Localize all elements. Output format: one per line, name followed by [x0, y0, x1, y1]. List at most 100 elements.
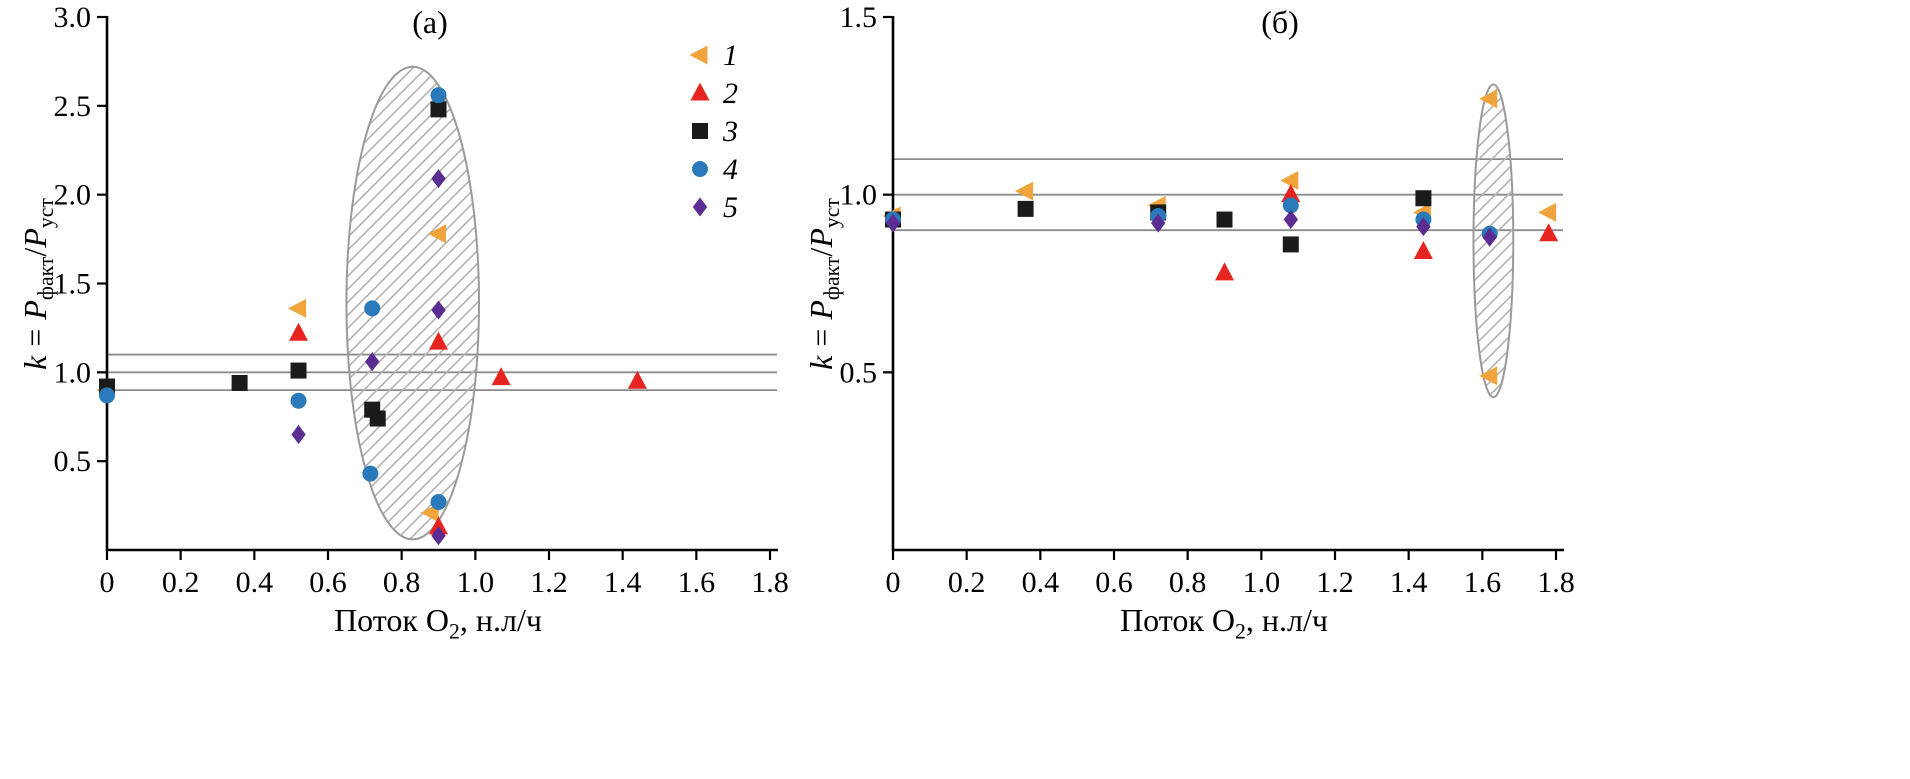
data-point-circle	[362, 465, 379, 482]
x-tick-label: 0.8	[1169, 566, 1207, 599]
panel-a: 0 0.2 0.4 0.6 0.8 1.0 1.2 1.4 1.6 1.8 0.5 1.0 1.5 2.0…	[54, 1, 789, 599]
xaxis-label-text: Поток O	[334, 602, 449, 638]
data-point-square	[1216, 211, 1233, 228]
xaxis-label-subscript: 2	[1234, 619, 1246, 644]
data-point-square	[369, 410, 386, 427]
data-point-diamond	[1416, 217, 1431, 237]
data-point-square	[1282, 236, 1299, 253]
data-point-triangle-up	[491, 367, 511, 386]
data-point-circle	[99, 387, 115, 404]
x-tick-label: 0.6	[1095, 566, 1133, 599]
ylabel-P-fact: P	[802, 300, 839, 320]
data-point-triangle-left	[1479, 366, 1498, 386]
ylabel-P-ust: P	[802, 228, 839, 248]
xaxis-label-units: , н.л/ч	[459, 602, 542, 638]
x-tick-label: 1.8	[751, 566, 789, 599]
data-point-diamond	[291, 425, 306, 445]
data-point-triangle-up	[289, 322, 309, 341]
x-tick-label: 1.0	[1243, 566, 1281, 599]
panel-a-xaxis-label: Поток O2, н.л/ч	[334, 602, 542, 644]
data-point-triangle-left	[689, 45, 708, 65]
y-tick-label: 1.5	[54, 268, 92, 301]
data-point-diamond	[885, 213, 901, 233]
data-point-square	[231, 374, 248, 391]
legend-label: 4	[723, 153, 738, 186]
data-point-triangle-left	[1538, 202, 1557, 222]
ylabel-slash: /	[16, 247, 53, 257]
ylabel-equals: =	[16, 328, 53, 347]
data-point-circle	[364, 300, 381, 317]
data-point-diamond	[1151, 213, 1166, 233]
x-tick-label: 0.2	[162, 566, 200, 599]
y-tick-label: 0.5	[840, 356, 878, 389]
legend-label: 2	[723, 77, 738, 110]
x-tick-label: 1.6	[1464, 566, 1502, 599]
y-tick-label: 1.0	[840, 179, 878, 212]
data-point-square	[290, 362, 307, 379]
ylabel-equals: =	[802, 328, 839, 347]
y-tick-label: 1.5	[840, 1, 878, 34]
x-tick-label: 0.2	[948, 566, 986, 599]
data-point-triangle-left	[1280, 170, 1299, 190]
data-point-triangle-up	[429, 516, 448, 535]
legend: 1 2 3 4 5	[689, 39, 738, 224]
data-point-triangle-up	[1413, 241, 1433, 260]
data-point-diamond	[1482, 227, 1497, 247]
data-point-triangle-up	[1539, 223, 1559, 242]
data-point-diamond	[431, 169, 446, 189]
ylabel-var: k	[802, 355, 839, 370]
data-point-triangle-up	[1281, 184, 1301, 203]
data-point-square	[430, 101, 447, 118]
x-tick-label: 0.6	[309, 566, 347, 599]
data-point-circle	[692, 161, 708, 177]
ylabel-slash: /	[802, 247, 839, 257]
x-tick-label: 0	[886, 566, 901, 599]
data-point-triangle-up	[429, 331, 448, 350]
ylabel-sub-ust: уст	[34, 198, 59, 229]
x-tick-label: 1.8	[1537, 566, 1575, 599]
data-point-triangle-left	[288, 298, 307, 318]
y-tick-label: 2.5	[54, 90, 92, 123]
y-tick-label: 3.0	[54, 1, 92, 34]
ylabel-sub-ust: уст	[820, 198, 845, 229]
data-point-circle	[430, 494, 447, 511]
data-point-circle	[1282, 197, 1299, 214]
x-tick-label: 1.2	[1316, 566, 1354, 599]
xaxis-label-text: Поток O	[1120, 602, 1235, 638]
xaxis-label-subscript: 2	[448, 619, 460, 644]
data-point-diamond	[431, 300, 446, 320]
ylabel-sub-fact: факт	[820, 256, 845, 301]
data-point-triangle-up	[690, 82, 710, 101]
panel-a-title: (а)	[412, 4, 448, 40]
data-point-diamond	[431, 526, 446, 546]
ylabel-P-fact: P	[16, 300, 53, 320]
ylabel-var: k	[16, 355, 53, 370]
x-tick-label: 0	[100, 566, 115, 599]
axes	[891, 16, 1564, 552]
y-tick-label: 0.5	[54, 445, 92, 478]
data-point-square	[1017, 200, 1034, 217]
ylabel-P-ust: P	[16, 228, 53, 248]
panel-a-yaxis-label: k=Pфакт/Pуст	[17, 198, 59, 370]
data-point-diamond	[1283, 210, 1298, 230]
y-tick-label: 1.0	[54, 356, 92, 389]
x-tick-label: 1.6	[678, 566, 716, 599]
data-point-triangle-left	[1479, 89, 1498, 109]
x-tick-label: 1.0	[457, 566, 495, 599]
data-point-square	[692, 123, 708, 139]
data-point-circle	[290, 392, 307, 409]
y-tick-label: 2.0	[54, 179, 92, 212]
data-point-triangle-left	[1015, 181, 1034, 201]
legend-label: 1	[723, 39, 738, 72]
x-tick-label: 1.4	[1390, 566, 1428, 599]
panel-b-title: (б)	[1261, 4, 1299, 40]
data-point-triangle-up	[627, 370, 647, 389]
panel-b: 0 0.2 0.4 0.6 0.8 1.0 1.2 1.4 1.6 1.8 0.5 1.0 1.5	[840, 1, 1575, 599]
xaxis-label-units: , н.л/ч	[1245, 602, 1328, 638]
data-point-diamond	[365, 352, 380, 372]
panel-b-yaxis-label: k=Pфакт/Pуст	[803, 198, 845, 370]
legend-label: 5	[723, 191, 738, 224]
data-point-circle	[430, 87, 447, 104]
